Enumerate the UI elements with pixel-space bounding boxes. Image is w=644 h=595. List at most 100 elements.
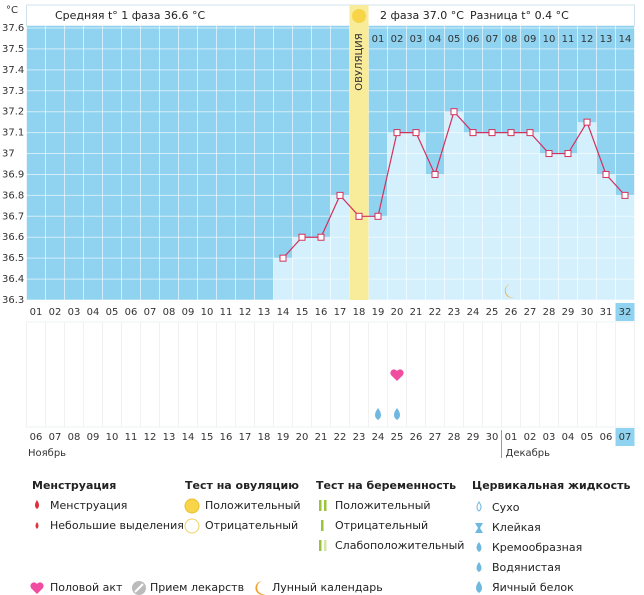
legend-item: Прием лекарств bbox=[150, 581, 244, 594]
post-ovulation-day: 11 bbox=[562, 34, 575, 45]
cycle-day-label: 04 bbox=[87, 307, 100, 318]
y-tick-label: 36.8 bbox=[2, 190, 24, 201]
temperature-marker bbox=[431, 170, 439, 178]
post-ovulation-day: 06 bbox=[467, 34, 480, 45]
cycle-day-label: 20 bbox=[391, 307, 404, 318]
date-label: 24 bbox=[372, 432, 385, 443]
post-ovulation-day: 14 bbox=[619, 34, 632, 45]
date-label: 10 bbox=[106, 432, 119, 443]
date-label: 06 bbox=[600, 432, 613, 443]
temperature-marker bbox=[545, 150, 553, 158]
temperature-marker bbox=[279, 254, 287, 262]
temperature-marker bbox=[602, 170, 610, 178]
cycle-day-label: 10 bbox=[201, 307, 214, 318]
ovulation-label: ОВУЛЯЦИЯ bbox=[354, 33, 365, 91]
cycle-day-label: 08 bbox=[163, 307, 176, 318]
icon bbox=[476, 501, 482, 512]
post-ovulation-day: 09 bbox=[524, 34, 537, 45]
date-label: 01 bbox=[505, 432, 518, 443]
temperature-marker bbox=[317, 233, 325, 241]
y-tick-label: 37.2 bbox=[2, 107, 24, 118]
y-tick-label: 36.7 bbox=[2, 211, 24, 222]
cycle-day-label: 32 bbox=[619, 307, 632, 318]
cycle-day-label: 22 bbox=[429, 307, 442, 318]
cycle-day-label: 27 bbox=[524, 307, 537, 318]
phase2-average: 2 фаза 37.0 °C bbox=[380, 9, 464, 22]
temperature-bar bbox=[615, 195, 635, 300]
legend-item: Небольшие выделения bbox=[50, 519, 184, 532]
date-label: 13 bbox=[163, 432, 176, 443]
icon bbox=[319, 500, 322, 511]
icon bbox=[184, 518, 200, 534]
legend-item: Отрицательный bbox=[205, 519, 298, 532]
date-label: 08 bbox=[68, 432, 81, 443]
post-ovulation-day: 10 bbox=[543, 34, 556, 45]
date-label: 19 bbox=[277, 432, 290, 443]
date-label: 03 bbox=[543, 432, 556, 443]
temperature-marker bbox=[298, 233, 306, 241]
cycle-day-label: 18 bbox=[353, 307, 366, 318]
post-ovulation-day: 07 bbox=[486, 34, 499, 45]
icon bbox=[319, 540, 322, 551]
temperature-marker bbox=[507, 129, 515, 137]
cycle-day-label: 07 bbox=[144, 307, 157, 318]
post-ovulation-day: 13 bbox=[600, 34, 613, 45]
temperature-marker bbox=[393, 129, 401, 137]
date-label: 21 bbox=[315, 432, 328, 443]
icon bbox=[255, 581, 266, 595]
temperature-marker bbox=[412, 129, 420, 137]
legend-item: Половой акт bbox=[50, 581, 123, 594]
y-tick-label: 36.9 bbox=[2, 169, 24, 180]
icon bbox=[475, 523, 483, 533]
date-label: 18 bbox=[258, 432, 271, 443]
intercourse-icon bbox=[390, 369, 404, 381]
icon bbox=[321, 520, 324, 531]
cycle-day-label: 28 bbox=[543, 307, 556, 318]
date-label: 09 bbox=[87, 432, 100, 443]
legend-title: Цервикальная жидкость bbox=[472, 479, 630, 492]
icon bbox=[476, 562, 482, 572]
date-label: 14 bbox=[182, 432, 195, 443]
cycle-day-label: 31 bbox=[600, 307, 613, 318]
date-label: 02 bbox=[524, 432, 537, 443]
cycle-day-label: 23 bbox=[448, 307, 461, 318]
highlight-date bbox=[615, 428, 635, 446]
legend-item: Яичный белок bbox=[492, 581, 574, 594]
legend-item: Сухо bbox=[492, 501, 520, 514]
post-ovulation-day: 12 bbox=[581, 34, 594, 45]
post-ovulation-day: 04 bbox=[429, 34, 442, 45]
month-label: Декабрь bbox=[506, 448, 551, 459]
icon bbox=[324, 540, 327, 551]
post-ovulation-day: 05 bbox=[448, 34, 461, 45]
temperature-marker bbox=[336, 191, 344, 199]
date-label: 06 bbox=[30, 432, 43, 443]
date-label: 26 bbox=[410, 432, 423, 443]
date-label: 20 bbox=[296, 432, 309, 443]
post-ovulation-day: 02 bbox=[391, 34, 404, 45]
y-tick-label: 37 bbox=[2, 149, 15, 160]
cycle-day-label: 12 bbox=[239, 307, 252, 318]
y-tick-label: 37.6 bbox=[2, 23, 24, 34]
cycle-day-label: 16 bbox=[315, 307, 328, 318]
icon bbox=[476, 581, 482, 593]
legend-item: Лунный календарь bbox=[272, 581, 383, 594]
month-label: Ноябрь bbox=[28, 448, 66, 459]
icon bbox=[35, 500, 39, 509]
temperature-bar bbox=[577, 122, 597, 301]
post-ovulation-day: 03 bbox=[410, 34, 423, 45]
cycle-day-label: 19 bbox=[372, 307, 385, 318]
icon bbox=[324, 500, 327, 511]
legend-item: Положительный bbox=[205, 499, 301, 512]
y-tick-label: 37.5 bbox=[2, 44, 24, 55]
temperature-bar bbox=[558, 153, 578, 300]
date-label: 28 bbox=[448, 432, 461, 443]
icon bbox=[35, 522, 39, 529]
highlight-day bbox=[615, 303, 635, 321]
legend-item: Водянистая bbox=[492, 561, 561, 574]
temperature-marker bbox=[374, 212, 382, 220]
cycle-day-label: 01 bbox=[30, 307, 43, 318]
temperature-marker bbox=[526, 129, 534, 137]
temperature-bar bbox=[444, 111, 464, 300]
legend-item: Слабоположительный bbox=[335, 539, 464, 552]
